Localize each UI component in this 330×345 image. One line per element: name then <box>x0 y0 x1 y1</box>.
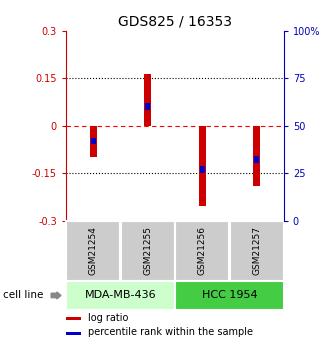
Bar <box>91 138 96 145</box>
Title: GDS825 / 16353: GDS825 / 16353 <box>118 14 232 29</box>
Text: log ratio: log ratio <box>88 313 128 323</box>
Bar <box>66 332 81 335</box>
Bar <box>66 220 120 281</box>
Bar <box>200 166 205 173</box>
Bar <box>253 126 260 186</box>
Bar <box>145 104 150 110</box>
Bar <box>144 74 151 126</box>
Bar <box>175 281 283 310</box>
Text: GSM21257: GSM21257 <box>252 226 261 275</box>
Bar <box>66 317 81 321</box>
Bar <box>199 126 206 206</box>
Text: HCC 1954: HCC 1954 <box>202 290 257 300</box>
Text: cell line: cell line <box>3 290 44 300</box>
Bar <box>254 157 259 164</box>
Bar <box>175 220 229 281</box>
Bar <box>90 126 97 157</box>
Text: percentile rank within the sample: percentile rank within the sample <box>88 327 253 337</box>
Text: GSM21256: GSM21256 <box>198 226 207 275</box>
Bar <box>230 220 283 281</box>
Bar <box>121 220 175 281</box>
Text: GSM21254: GSM21254 <box>89 226 98 275</box>
Bar <box>66 281 175 310</box>
Text: GSM21255: GSM21255 <box>143 226 152 275</box>
Text: MDA-MB-436: MDA-MB-436 <box>84 290 156 300</box>
